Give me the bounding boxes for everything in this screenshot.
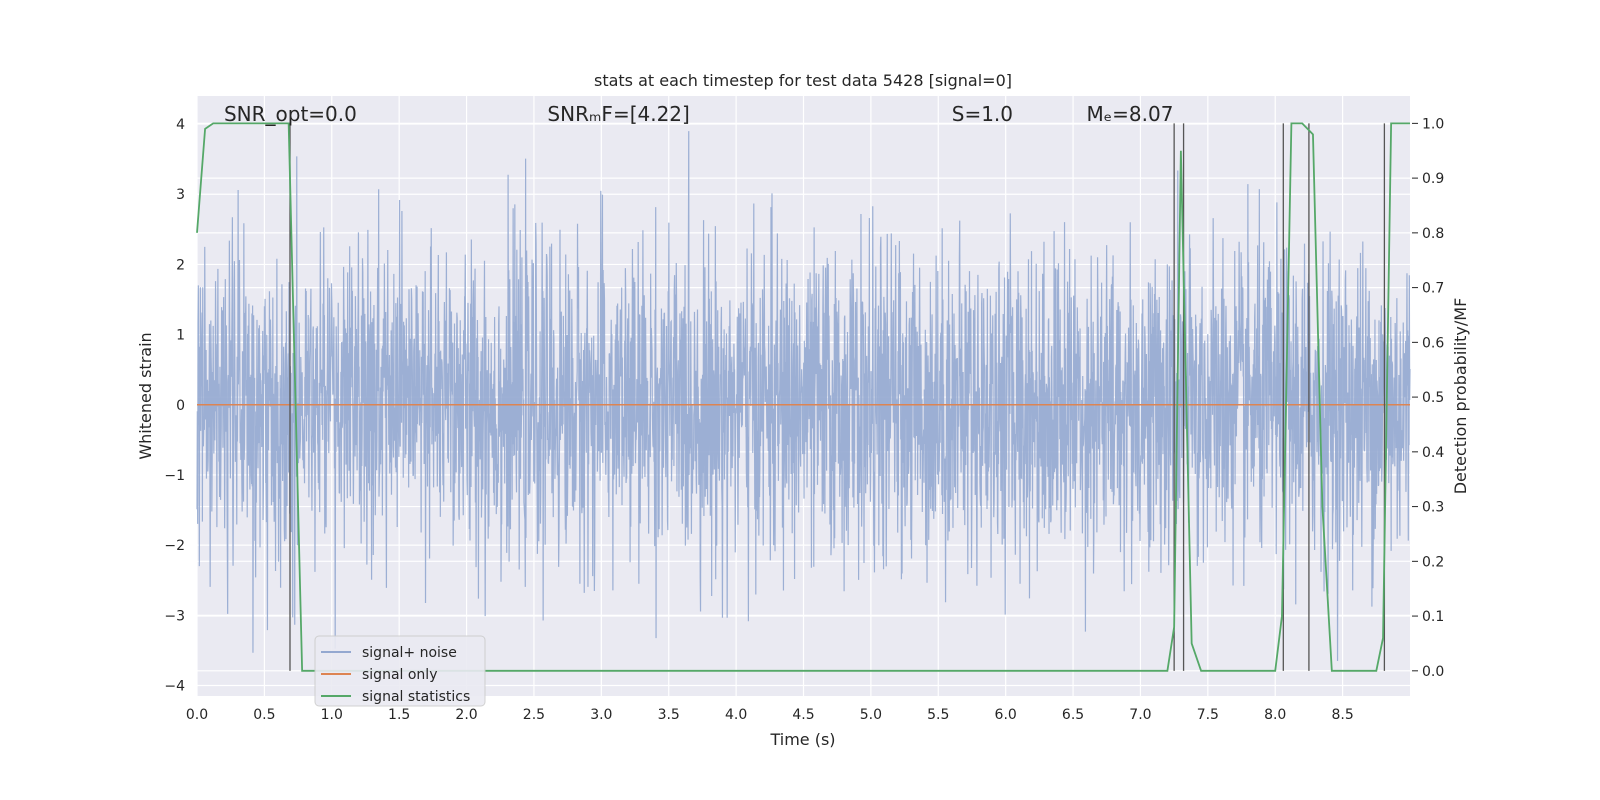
annotations: SNR_opt=0.0 SNRₘF=[4.22] S=1.0 Mₑ=8.07: [224, 102, 1173, 126]
y-tick-label: 4: [176, 117, 185, 133]
x-tick-label: 5.0: [860, 707, 882, 723]
y-tick-label: 1: [176, 328, 185, 344]
y-tick-label: −2: [164, 538, 185, 554]
annotation: SNR_opt=0.0: [224, 102, 357, 126]
legend: signal+ noise signal only signal statistic…: [314, 635, 486, 707]
y-tick-label: −4: [164, 678, 185, 694]
x-tick-label: 1.5: [388, 707, 410, 723]
x-tick-labels: 0.0 0.5 1.0 1.5 2.0 2.5 3.0 3.5 4.0 4.5 5.0 5.5 6.0 6…: [186, 707, 1354, 723]
y2-tick-label: 0.8: [1422, 226, 1444, 242]
x-tick-label: 4.5: [792, 707, 814, 723]
y-tick-label: −3: [164, 608, 185, 624]
legend-box: [314, 635, 486, 707]
x-tick-label: 4.0: [725, 707, 747, 723]
y-tick-label: 3: [176, 187, 185, 203]
x-tick-label: 2.0: [455, 707, 477, 723]
x-tick-label: 2.5: [523, 707, 545, 723]
y-tick-label: 0: [176, 398, 185, 414]
chart-title: stats at each timestep for test data 542…: [594, 71, 1012, 90]
y2-axis-label: Detection probability/MF: [1451, 298, 1470, 495]
y2-tick-label: 0.2: [1422, 554, 1444, 570]
y2-tick-label: 0.1: [1422, 609, 1444, 625]
legend-label: signal+ noise: [362, 645, 457, 661]
annotation: S=1.0: [952, 102, 1013, 126]
series-signal-statistics: [196, 122, 1410, 672]
x-tick-label: 3.0: [590, 707, 612, 723]
legend-label: signal statistics: [362, 689, 470, 705]
y2-tick-label: 0.5: [1422, 390, 1444, 406]
y-axis-label: Whitened strain: [136, 332, 155, 459]
y-tick-labels: 4 3 2 1 0 −1 −2 −3 −4: [164, 117, 185, 694]
y2-tick-label: 0.3: [1422, 500, 1444, 516]
signal-statistics-line: [196, 122, 1410, 672]
legend-label: signal only: [362, 667, 437, 683]
x-tick-label: 8.0: [1264, 707, 1286, 723]
y2-tick-label: 0.9: [1422, 171, 1444, 187]
x-tick-label: 3.5: [658, 707, 680, 723]
y2-tick-labels: 1.0 0.9 0.8 0.7 0.6 0.5 0.4 0.3 0.2 0.1 0.0: [1412, 116, 1444, 680]
x-tick-label: 0.0: [186, 707, 208, 723]
y2-tick-label: 1.0: [1422, 116, 1444, 132]
x-tick-label: 6.0: [995, 707, 1017, 723]
x-tick-label: 7.0: [1129, 707, 1151, 723]
x-tick-label: 8.5: [1331, 707, 1353, 723]
y-tick-label: 2: [176, 257, 185, 273]
x-tick-label: 7.5: [1197, 707, 1219, 723]
y2-tick-label: 0.4: [1422, 445, 1444, 461]
x-tick-label: 0.5: [253, 707, 275, 723]
x-tick-label: 1.0: [321, 707, 343, 723]
annotation: SNRₘF=[4.22]: [547, 102, 689, 126]
x-tick-label: 6.5: [1062, 707, 1084, 723]
y2-tick-label: 0.0: [1422, 664, 1444, 680]
y2-tick-label: 0.7: [1422, 281, 1444, 297]
x-tick-label: 5.5: [927, 707, 949, 723]
y-tick-label: −1: [164, 468, 185, 484]
y2-tick-label: 0.6: [1422, 335, 1444, 351]
x-axis-label: Time (s): [769, 730, 835, 749]
annotation: Mₑ=8.07: [1087, 102, 1174, 126]
